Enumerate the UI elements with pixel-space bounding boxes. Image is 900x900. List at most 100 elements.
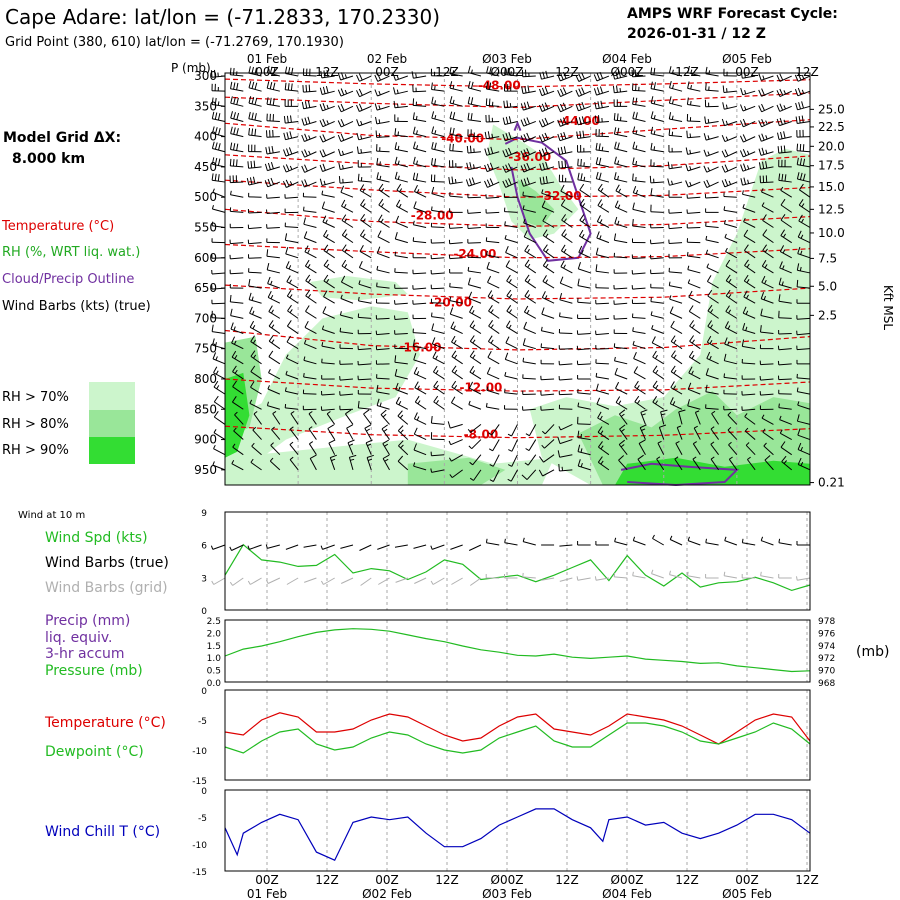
wind-barb xyxy=(412,285,427,290)
wind-barb xyxy=(596,215,610,228)
wind-barb xyxy=(247,160,262,169)
wind-barb xyxy=(304,320,317,334)
date-label-top: 01 Feb xyxy=(247,52,287,66)
wind-barb-feather xyxy=(397,425,404,432)
wind-barb-feather xyxy=(398,386,401,391)
wind-barb xyxy=(557,450,573,458)
wind-barb-feather xyxy=(635,189,639,194)
wind-barb xyxy=(337,133,354,142)
wind-barb-feather xyxy=(248,292,252,300)
wind-barb-staff xyxy=(305,280,317,289)
height-tick-label: 5.0 xyxy=(818,279,837,293)
wind-barb-feather xyxy=(377,73,381,81)
wind-barb-feather xyxy=(801,218,804,223)
wind-barb xyxy=(303,339,317,350)
wind-barb xyxy=(710,426,719,440)
wind-barb-feather xyxy=(632,157,635,165)
wind-barb xyxy=(707,320,719,334)
isotherm-label: -24.00 xyxy=(453,247,496,261)
wind-barb-feather xyxy=(762,214,767,221)
legend-precip: Precip (mm) xyxy=(45,613,130,629)
wind-barb xyxy=(394,315,408,320)
wind-barb-feather xyxy=(507,478,512,482)
wind-barb-feather xyxy=(218,127,221,136)
wind-barb-feather xyxy=(687,81,690,89)
wind-barb-feather xyxy=(800,461,804,466)
wind-barb xyxy=(356,88,372,98)
wind-barb-staff xyxy=(705,225,719,228)
wind-barb-staff xyxy=(321,362,335,365)
wind-barb-staff xyxy=(413,133,427,138)
wind-barb-staff xyxy=(614,223,628,228)
wind-barb-feather xyxy=(268,305,273,312)
wind-barb xyxy=(282,164,299,173)
grid-wind-barb-feather xyxy=(229,581,234,586)
wind-barb-staff xyxy=(377,90,390,97)
wind-barb-feather xyxy=(520,103,524,111)
wind-barb xyxy=(650,269,664,275)
wind-barb xyxy=(796,129,811,138)
wind-barb-feather xyxy=(302,85,304,93)
wind-barb-feather xyxy=(640,409,648,413)
wind-barb-staff xyxy=(577,423,591,425)
wind-barb xyxy=(230,190,244,198)
wind-barb-staff xyxy=(559,454,573,458)
wind-barb-feather xyxy=(378,105,381,110)
wind-barb-feather xyxy=(560,260,565,268)
wind-barb xyxy=(431,312,445,319)
wind-barb-feather xyxy=(308,135,311,140)
wind-barb-feather xyxy=(725,274,731,281)
wind-barb xyxy=(721,149,738,158)
wind-barb-feather xyxy=(526,177,530,185)
wind-barb-feather xyxy=(290,83,293,91)
grid-wind-barb-staff xyxy=(760,575,774,579)
wind-barb-feather xyxy=(615,184,620,192)
wind-barb-feather xyxy=(523,178,527,186)
isotherm-line xyxy=(224,208,811,227)
wind-barb xyxy=(686,223,701,229)
wind-barb-feather xyxy=(577,430,580,438)
wind-barb-staff xyxy=(797,253,811,259)
wind-barb-feather xyxy=(451,365,457,372)
wind-barb-feather xyxy=(653,130,656,135)
wind-barb-feather xyxy=(597,441,603,448)
wind-barb-staff xyxy=(469,387,482,395)
wind-barb-feather xyxy=(434,142,437,150)
wind-barb xyxy=(704,99,719,108)
wind-barb-feather xyxy=(269,457,274,462)
wind-barb-staff xyxy=(381,428,390,440)
wind-barb-feather xyxy=(213,395,219,403)
wind-barb-feather xyxy=(378,119,381,124)
wind-barb xyxy=(759,360,774,366)
wind-barb-feather xyxy=(214,97,217,106)
wind-barb-feather xyxy=(542,176,545,184)
wind-barb-staff xyxy=(248,227,262,230)
wind-barb-feather xyxy=(358,260,363,268)
wind-barb-feather xyxy=(506,100,509,108)
wind-barb-feather xyxy=(337,89,342,97)
wind-barb-feather xyxy=(340,103,345,111)
wind-barb-feather xyxy=(507,433,512,437)
wind-barb-feather xyxy=(758,162,762,170)
wind-barb-feather xyxy=(685,147,689,155)
wind-barb xyxy=(266,249,280,259)
wind-barb-staff xyxy=(559,378,573,381)
wind-barb xyxy=(502,163,518,173)
wind-barb-staff xyxy=(725,327,738,334)
wind-barb-feather xyxy=(653,67,656,75)
wind-barb xyxy=(613,99,628,107)
wind-barb-staff xyxy=(469,311,482,319)
wind-barb-staff xyxy=(778,407,792,410)
wind-barb xyxy=(722,85,737,93)
wind-barb-feather xyxy=(742,322,746,330)
wind-barb-staff xyxy=(632,208,646,213)
wind-barb xyxy=(366,454,374,471)
wind-barb xyxy=(363,409,372,425)
hour-label-bottom: 00Z xyxy=(255,873,279,887)
wind-barb-feather xyxy=(633,351,637,359)
wind-barb xyxy=(618,455,628,471)
wind-barb-feather xyxy=(267,178,272,186)
wind-barb-staff xyxy=(705,239,719,244)
wind-barb xyxy=(538,469,555,477)
wind-barb-feather xyxy=(338,162,341,170)
